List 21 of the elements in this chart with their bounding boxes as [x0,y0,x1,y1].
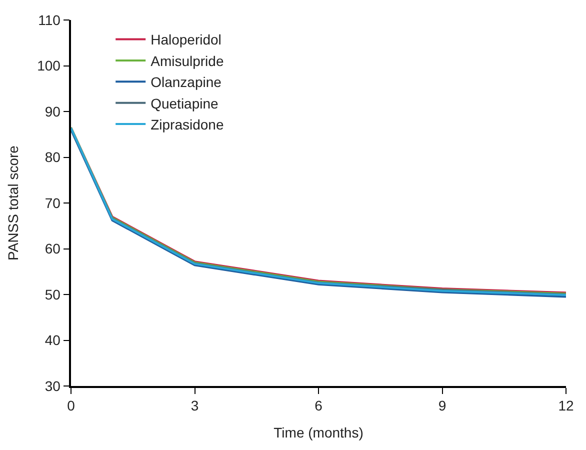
y-tick-label: 110 [38,12,61,28]
y-tick-label: 80 [44,149,61,166]
y-tick-label: 60 [44,240,61,257]
y-tick-label: 100 [37,58,61,74]
legend-label: Olanzapine [150,74,222,90]
y-tick-label: 30 [44,378,61,394]
x-tick-label: 0 [67,398,76,414]
legend-label: Amisulpride [150,52,224,69]
legend-label: Haloperidol [150,32,222,48]
x-axis-title: Time (months) [274,424,364,440]
x-tick-label: 9 [438,398,446,414]
y-tick-label: 40 [44,332,61,348]
legend-label: Quetiapine [150,95,219,112]
x-tick-label: 6 [314,398,323,414]
x-tick-label: 3 [190,398,199,414]
x-tick-label: 12 [558,398,574,414]
y-tick-label: 70 [44,194,61,211]
legend-label: Ziprasidone [150,116,224,133]
y-tick-label: 50 [44,286,61,302]
y-axis-title: PANSS total score [5,145,22,260]
y-tick-label: 90 [44,103,61,120]
